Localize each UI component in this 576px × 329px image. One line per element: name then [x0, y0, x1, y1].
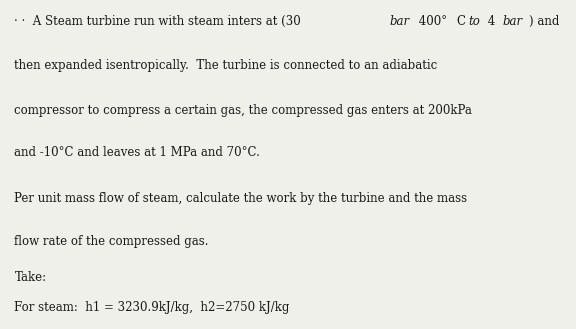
Text: flow rate of the compressed gas.: flow rate of the compressed gas. — [14, 235, 209, 248]
Text: For steam:  h1 = 3230.9kJ/kg,  h2=2750 kJ/kg: For steam: h1 = 3230.9kJ/kg, h2=2750 kJ/… — [14, 301, 290, 314]
Text: ) and: ) and — [529, 15, 559, 28]
Text: · ·  A Steam turbine run with steam inters at (30: · · A Steam turbine run with steam inter… — [14, 15, 305, 28]
Text: C: C — [457, 15, 465, 28]
Text: bar: bar — [503, 15, 523, 28]
Text: then expanded isentropically.  The turbine is connected to an adiabatic: then expanded isentropically. The turbin… — [14, 59, 438, 72]
Text: Per unit mass flow of steam, calculate the work by the turbine and the mass: Per unit mass flow of steam, calculate t… — [14, 192, 468, 206]
Text: 400°: 400° — [415, 15, 448, 28]
Text: 4: 4 — [484, 15, 499, 28]
Text: and -10°C and leaves at 1 MPa and 70°C.: and -10°C and leaves at 1 MPa and 70°C. — [14, 146, 260, 160]
Text: bar: bar — [389, 15, 410, 28]
Text: compressor to compress a certain gas, the compressed gas enters at 200kPa: compressor to compress a certain gas, th… — [14, 104, 472, 117]
Text: to: to — [468, 15, 480, 28]
Text: Take:: Take: — [14, 271, 47, 285]
